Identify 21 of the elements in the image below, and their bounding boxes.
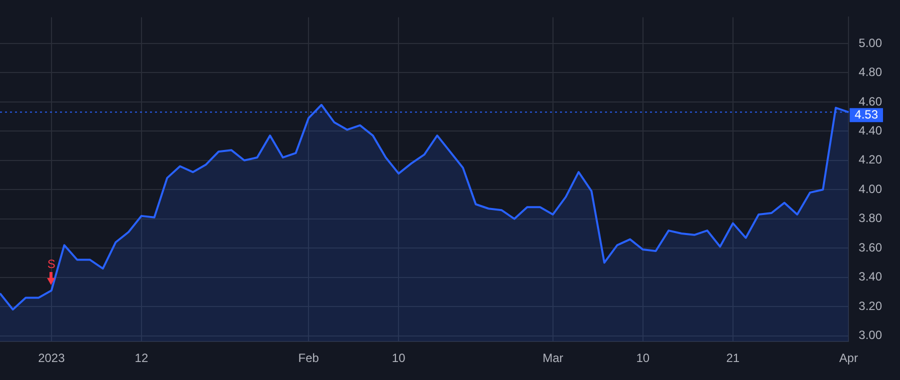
y-tick-label: 3.60 (858, 240, 882, 254)
y-tick-label: 3.80 (858, 211, 882, 226)
x-tick-label: 10 (392, 351, 406, 366)
ref-line-label: 4.53 (854, 107, 878, 122)
y-tick-label: 3.20 (858, 298, 882, 313)
annotation: S (47, 256, 56, 271)
y-tick-label: 4.60 (858, 94, 882, 108)
x-tick-label: 12 (134, 351, 148, 366)
y-tick-label: 4.20 (858, 152, 882, 167)
x-tick-label: 2023 (38, 351, 66, 366)
x-tick-label: Apr (839, 351, 858, 366)
x-tick-label: 21 (726, 351, 740, 366)
y-tick-label: 3.40 (858, 270, 882, 284)
y-tick-label: 5.00 (858, 36, 882, 50)
y-tick-label: 4.40 (858, 123, 882, 138)
x-tick-label: Feb (298, 351, 320, 366)
y-tick-label: 4.80 (858, 65, 882, 80)
x-tick-label: Mar (542, 351, 564, 366)
y-tick-label: 4.00 (858, 182, 882, 196)
y-tick-label: 3.00 (858, 328, 882, 342)
x-tick-label: 10 (636, 351, 650, 366)
